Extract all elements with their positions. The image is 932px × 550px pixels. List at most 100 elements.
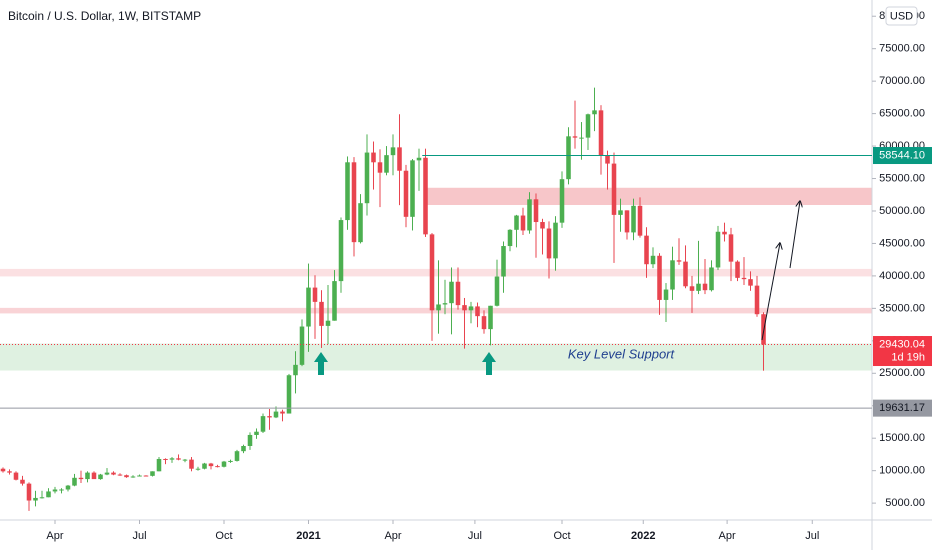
candle-body	[319, 301, 324, 326]
candle-body	[371, 152, 376, 163]
candle-body	[390, 147, 396, 156]
zone	[0, 343, 873, 371]
y-tick-label: 5000.00	[885, 497, 925, 509]
candle-body	[507, 229, 513, 247]
candle-body	[436, 304, 441, 311]
candle-body	[540, 222, 545, 229]
candle-body	[579, 137, 584, 139]
candle-body	[241, 445, 246, 452]
price-tag-label: 29430.04	[879, 338, 925, 350]
candle-body	[143, 475, 149, 477]
candle-body	[650, 255, 656, 265]
currency-badge[interactable]	[885, 6, 918, 26]
candle-body	[429, 234, 435, 311]
candle-body	[247, 434, 253, 446]
candle-body	[221, 461, 227, 467]
candle-body	[325, 320, 331, 326]
candle-body	[85, 472, 90, 480]
x-tick-label: 2022	[631, 530, 655, 542]
candle-body	[585, 114, 591, 138]
price-tag	[873, 147, 932, 165]
candle-body	[566, 136, 571, 180]
y-tick-label: 45000.00	[879, 237, 925, 249]
candle-body	[364, 152, 370, 204]
candle-body	[455, 281, 461, 306]
candle-body	[176, 458, 181, 460]
x-tick-label: Apr	[384, 530, 401, 542]
candle-body	[397, 147, 402, 171]
candle-body	[683, 261, 688, 287]
y-tick-label: 55000.00	[879, 172, 925, 184]
candle-body	[501, 246, 506, 277]
candles	[0, 87, 766, 511]
y-tick-label: 25000.00	[879, 367, 925, 379]
candle-body	[715, 231, 721, 268]
candle-body	[104, 472, 110, 475]
candle-body	[124, 475, 129, 478]
candle-body	[696, 283, 701, 291]
candle-body	[189, 459, 194, 469]
candle-body	[215, 466, 220, 468]
candle-body	[384, 155, 389, 173]
candle-body	[169, 458, 175, 460]
up-arrow	[482, 352, 496, 375]
candle-body	[254, 431, 259, 435]
candle-body	[137, 475, 142, 477]
y-tick-label: 10000.00	[879, 465, 925, 477]
candle-body	[59, 489, 64, 491]
currency-label[interactable]: USD	[890, 10, 913, 22]
x-tick-label: Jul	[468, 530, 482, 542]
candle-body	[98, 474, 103, 480]
zone	[425, 187, 873, 205]
candle-body	[195, 468, 201, 470]
levels	[0, 155, 872, 409]
candle-body	[7, 471, 12, 473]
candle-body	[481, 316, 487, 330]
candle-body	[754, 285, 760, 315]
candle-body	[741, 277, 747, 280]
y-tick-label: 40000.00	[879, 270, 925, 282]
candle-body	[26, 483, 32, 501]
price-tag	[873, 336, 932, 367]
candle-body	[644, 235, 649, 265]
candle-body	[39, 497, 45, 499]
candle-body	[676, 260, 682, 262]
candle-body	[65, 485, 71, 490]
candle-body	[722, 231, 727, 235]
candle-body	[488, 305, 493, 330]
candle-body	[72, 477, 77, 486]
candle-body	[208, 463, 214, 467]
chart-title: Bitcoin / U.S. Dollar, 1W, BITSTAMP	[8, 9, 201, 23]
candle-body	[78, 477, 84, 480]
candle-body	[559, 179, 565, 223]
x-tick-label: Oct	[215, 530, 232, 542]
y-tick-label: 15000.00	[879, 432, 925, 444]
projection-arrow	[789, 201, 800, 269]
candle-body	[748, 279, 753, 286]
candle-body	[546, 228, 552, 259]
candle-body	[234, 451, 240, 461]
candle-body	[423, 157, 428, 235]
candle-body	[46, 491, 51, 498]
candle-body	[91, 472, 97, 480]
candle-body	[20, 479, 25, 484]
candle-body	[527, 199, 532, 231]
candle-body	[293, 364, 298, 376]
candle-body	[631, 205, 636, 233]
candle-body	[13, 472, 19, 480]
candle-body	[735, 261, 740, 278]
candle-body	[202, 463, 207, 469]
candle-body	[410, 160, 415, 217]
candle-body	[130, 476, 136, 478]
x-tick-label: Apr	[719, 530, 736, 542]
candle-body	[332, 281, 337, 321]
candle-body	[475, 306, 480, 317]
price-tag	[873, 399, 932, 417]
zone	[0, 307, 873, 314]
candle-body	[514, 215, 519, 230]
price-tag-label: 58544.10	[879, 149, 925, 161]
candle-body	[33, 497, 38, 501]
x-tick-label: Jul	[805, 530, 819, 542]
